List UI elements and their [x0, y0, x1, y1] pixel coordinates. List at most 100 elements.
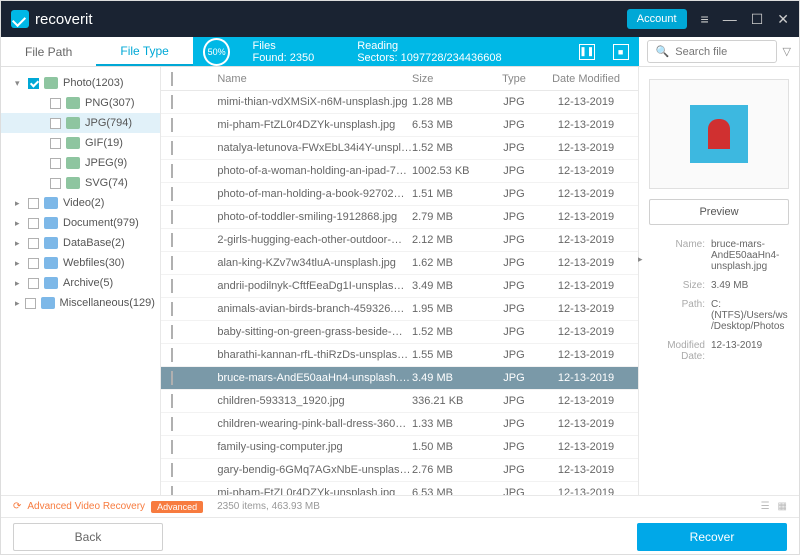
file-name: natalya-letunova-FWxEbL34i4Y-unspl…	[213, 142, 412, 154]
search-input[interactable]	[675, 46, 765, 58]
row-checkbox[interactable]	[171, 486, 173, 495]
tree-checkbox[interactable]	[50, 158, 61, 169]
file-row[interactable]: alan-king-KZv7w34tluA-unsplash.jpg1.62 M…	[161, 252, 638, 275]
row-checkbox[interactable]	[171, 279, 173, 293]
file-row[interactable]: mi-pham-FtZL0r4DZYk-unsplash.jpg6.53 MBJ…	[161, 482, 638, 495]
file-row[interactable]: bruce-mars-AndE50aaHn4-unsplash.…3.49 MB…	[161, 367, 638, 390]
preview-button[interactable]: Preview	[649, 199, 789, 225]
tree-checkbox[interactable]	[50, 98, 61, 109]
tree-checkbox[interactable]	[28, 218, 39, 229]
tree-checkbox[interactable]	[28, 198, 39, 209]
meta-path-label: Path:	[649, 299, 711, 332]
minimize-icon[interactable]: —	[723, 11, 737, 27]
file-row[interactable]: bharathi-kannan-rfL-thiRzDs-unsplas…1.55…	[161, 344, 638, 367]
tab-file-path[interactable]: File Path	[1, 37, 96, 66]
file-row[interactable]: andrii-podilnyk-CftfEeaDg1I-unsplas…3.49…	[161, 275, 638, 298]
tree-node[interactable]: GIF(19)	[1, 133, 160, 153]
tree-checkbox[interactable]	[50, 118, 61, 129]
row-checkbox[interactable]	[171, 118, 173, 132]
file-row[interactable]: gary-bendig-6GMq7AGxNbE-unsplas…2.76 MBJ…	[161, 459, 638, 482]
file-row[interactable]: photo-of-toddler-smiling-1912868.jpg2.79…	[161, 206, 638, 229]
account-button[interactable]: Account	[627, 9, 687, 29]
file-row[interactable]: children-wearing-pink-ball-dress-360…1.3…	[161, 413, 638, 436]
view-list-icon[interactable]: ☰	[761, 501, 770, 512]
file-size: 1.52 MB	[412, 142, 484, 154]
back-button[interactable]: Back	[13, 523, 163, 551]
stop-icon[interactable]: ■	[613, 44, 629, 60]
tree-node[interactable]: ▸Archive(5)	[1, 273, 160, 293]
tree-node[interactable]: ▾Photo(1203)	[1, 73, 160, 93]
file-row[interactable]: family-using-computer.jpg1.50 MBJPG12-13…	[161, 436, 638, 459]
row-checkbox[interactable]	[171, 463, 173, 477]
menu-icon[interactable]: ≡	[701, 11, 709, 27]
tab-file-type[interactable]: File Type	[96, 37, 192, 66]
tree-node[interactable]: SVG(74)	[1, 173, 160, 193]
file-row[interactable]: 2-girls-hugging-each-other-outdoor-…2.12…	[161, 229, 638, 252]
tree-node[interactable]: ▸Miscellaneous(129)	[1, 293, 160, 313]
tree-label: JPG(794)	[85, 117, 132, 129]
file-type: JPG	[484, 464, 544, 476]
file-row[interactable]: animals-avian-birds-branch-459326.…1.95 …	[161, 298, 638, 321]
meta-size-label: Size:	[649, 280, 711, 291]
row-checkbox[interactable]	[171, 417, 173, 431]
maximize-icon[interactable]: ☐	[751, 11, 764, 28]
tree-checkbox[interactable]	[50, 138, 61, 149]
tree-label: Miscellaneous(129)	[60, 297, 155, 309]
folder-icon	[66, 157, 80, 169]
tree-node[interactable]: ▸Video(2)	[1, 193, 160, 213]
tree-checkbox[interactable]	[25, 298, 36, 309]
row-checkbox[interactable]	[171, 440, 173, 454]
row-checkbox[interactable]	[171, 256, 173, 270]
file-row[interactable]: photo-of-a-woman-holding-an-ipad-7…1002.…	[161, 160, 638, 183]
tree-checkbox[interactable]	[28, 238, 39, 249]
pause-icon[interactable]: ❚❚	[579, 44, 595, 60]
filter-icon[interactable]: ▽	[783, 45, 791, 58]
col-type[interactable]: Type	[484, 73, 544, 85]
close-icon[interactable]: ✕	[777, 11, 789, 28]
tree-node[interactable]: PNG(307)	[1, 93, 160, 113]
tree-node[interactable]: JPG(794)	[1, 113, 160, 133]
tree-checkbox[interactable]	[28, 258, 39, 269]
row-checkbox[interactable]	[171, 210, 173, 224]
tree-checkbox[interactable]	[28, 78, 39, 89]
file-row[interactable]: mimi-thian-vdXMSiX-n6M-unsplash.jpg1.28 …	[161, 91, 638, 114]
search-input-wrap[interactable]: 🔍	[647, 40, 777, 63]
tree-node[interactable]: ▸Document(979)	[1, 213, 160, 233]
tree-node[interactable]: ▸Webfiles(30)	[1, 253, 160, 273]
file-size: 1.52 MB	[412, 326, 484, 338]
row-checkbox[interactable]	[171, 394, 173, 408]
file-row[interactable]: natalya-letunova-FWxEbL34i4Y-unspl…1.52 …	[161, 137, 638, 160]
file-name: children-wearing-pink-ball-dress-360…	[213, 418, 412, 430]
col-name[interactable]: Name	[213, 73, 412, 85]
collapse-icon[interactable]: ▸	[638, 247, 646, 271]
recover-button[interactable]: Recover	[637, 523, 787, 551]
file-row[interactable]: baby-sitting-on-green-grass-beside-…1.52…	[161, 321, 638, 344]
row-checkbox[interactable]	[171, 325, 173, 339]
row-checkbox[interactable]	[171, 302, 173, 316]
file-type: JPG	[484, 165, 544, 177]
reading-sectors: Reading Sectors: 1097728/234436608	[357, 40, 543, 64]
files-found: Files Found: 2350	[252, 40, 339, 64]
row-checkbox[interactable]	[171, 95, 173, 109]
advanced-video-recovery[interactable]: ⟳ Advanced Video Recovery Advanced	[13, 501, 203, 513]
select-all-checkbox[interactable]	[171, 72, 173, 86]
tree-node[interactable]: JPEG(9)	[1, 153, 160, 173]
row-checkbox[interactable]	[171, 187, 173, 201]
tree-checkbox[interactable]	[50, 178, 61, 189]
file-row[interactable]: mi-pham-FtZL0r4DZYk-unsplash.jpg6.53 MBJ…	[161, 114, 638, 137]
chevron-icon: ▸	[15, 258, 23, 269]
folder-icon	[66, 177, 80, 189]
file-row[interactable]: photo-of-man-holding-a-book-92702…1.51 M…	[161, 183, 638, 206]
row-checkbox[interactable]	[171, 141, 173, 155]
row-checkbox[interactable]	[171, 233, 173, 247]
tree-node[interactable]: ▸DataBase(2)	[1, 233, 160, 253]
row-checkbox[interactable]	[171, 348, 173, 362]
col-size[interactable]: Size	[412, 73, 484, 85]
tree-checkbox[interactable]	[28, 278, 39, 289]
view-grid-icon[interactable]: ▦	[778, 501, 787, 512]
folder-icon	[44, 197, 58, 209]
row-checkbox[interactable]	[171, 164, 173, 178]
col-date[interactable]: Date Modified	[544, 73, 628, 85]
file-row[interactable]: children-593313_1920.jpg336.21 KBJPG12-1…	[161, 390, 638, 413]
row-checkbox[interactable]	[171, 371, 173, 385]
